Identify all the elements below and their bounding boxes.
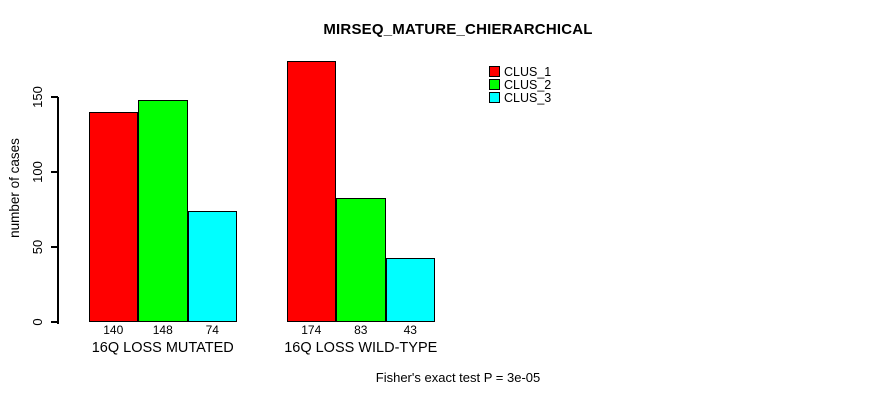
- x-axis-category-label: 16Q LOSS MUTATED: [91, 340, 234, 356]
- legend-swatch-clus_1: [489, 66, 500, 77]
- annotation-text: Fisher's exact test P = 3e-05: [375, 370, 541, 385]
- y-axis-tick: [51, 321, 58, 323]
- bar-clus_2-1: [138, 100, 188, 322]
- bar-value-label: 174: [301, 323, 322, 337]
- y-axis-tick-label: 50: [29, 239, 45, 255]
- y-axis-tick: [51, 171, 58, 173]
- bar-clus_3-2: [385, 257, 435, 322]
- legend-label: CLUS_2: [504, 77, 552, 92]
- legend-item: CLUS_3: [489, 90, 552, 105]
- chart-title: MIRSEQ_MATURE_CHIERARCHICAL: [323, 21, 593, 38]
- y-axis-tick: [51, 246, 58, 248]
- bar-clus_2-2: [336, 197, 386, 322]
- legend-label: CLUS_3: [504, 90, 552, 105]
- bar-value-label: 140: [103, 323, 124, 337]
- legend-item: CLUS_1: [489, 64, 552, 79]
- bar-clus_3-1: [187, 211, 237, 322]
- legend-item: CLUS_2: [489, 77, 552, 92]
- x-axis-category-label: 16Q LOSS WILD-TYPE: [284, 340, 438, 356]
- y-axis-line: [57, 97, 59, 324]
- bar-value-label: 83: [354, 323, 368, 337]
- bar-value-label: 148: [152, 323, 173, 337]
- legend: CLUS_1 CLUS_2 CLUS_3: [489, 64, 552, 105]
- y-axis-tick: [51, 96, 58, 98]
- bar-value-label: 43: [403, 323, 417, 337]
- legend-swatch-clus_2: [489, 79, 500, 90]
- y-axis-tick-label: 100: [29, 161, 45, 183]
- bar-clus_1-1: [88, 112, 138, 322]
- legend-label: CLUS_1: [504, 64, 552, 79]
- legend-swatch-clus_3: [489, 92, 500, 103]
- bar-clus_1-2: [286, 61, 336, 322]
- y-axis-tick-label: 0: [29, 318, 45, 326]
- bar-value-label: 74: [205, 323, 219, 337]
- y-axis-tick-label: 150: [29, 86, 45, 108]
